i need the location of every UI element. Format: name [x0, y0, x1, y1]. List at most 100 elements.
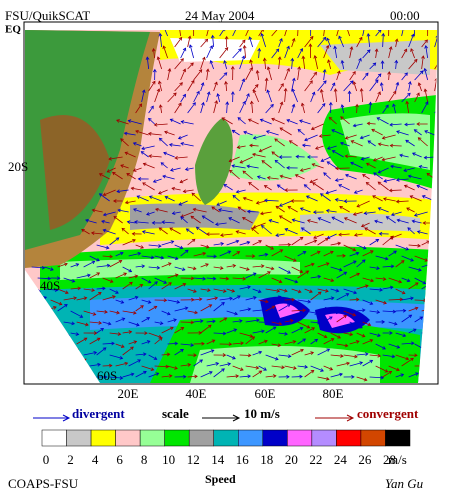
wind-arrow-head [170, 326, 174, 331]
wind-arrow [165, 196, 175, 202]
wind-arrow-head [262, 57, 267, 62]
wind-arrow [297, 30, 299, 37]
wind-arrow [226, 240, 239, 246]
wind-arrow [99, 173, 110, 180]
wind-arrow [434, 261, 437, 268]
wind-arrow [345, 174, 357, 180]
wind-arrow [109, 354, 123, 359]
wind-arrow [341, 104, 345, 114]
wind-arrow-head [419, 316, 424, 320]
wind-arrow [231, 165, 246, 169]
wind-arrow [113, 216, 123, 224]
wind-arrow-head [306, 219, 311, 223]
wind-arrow-head [314, 338, 319, 343]
wind-arrow-head [443, 327, 446, 330]
wind-arrow-head [331, 150, 336, 154]
wind-arrow [219, 72, 228, 81]
wind-arrow-head [339, 205, 343, 210]
wind-arrow [232, 277, 246, 280]
wind-arrow-head [196, 90, 200, 95]
wind-arrow [382, 235, 394, 246]
wind-arrow [267, 89, 273, 103]
wind-arrow-head [356, 203, 361, 208]
wind-arrow-head [352, 81, 357, 85]
wind-arrow-head [388, 188, 393, 193]
wind-arrow [161, 241, 174, 246]
wind-arrow-head [69, 367, 74, 371]
wind-arrow-head [410, 296, 414, 301]
wind-arrow-head [163, 298, 168, 303]
wind-arrow [362, 360, 373, 367]
wind-arrow-head [147, 300, 152, 304]
wind-arrow [297, 270, 309, 279]
wind-arrow-head [435, 34, 437, 39]
wind-arrow [297, 48, 303, 59]
wind-arrow-head [225, 276, 230, 281]
wind-arrow-head [263, 198, 268, 203]
wind-arrow-head [249, 67, 253, 71]
wind-arrow-head [424, 130, 428, 134]
wind-arrow-head [118, 259, 123, 264]
wind-arrow-head [38, 370, 43, 375]
wind-arrow [154, 123, 168, 126]
wind-arrow-head [187, 363, 192, 367]
wind-arrow [148, 266, 160, 269]
wind-arrow [141, 277, 151, 284]
wind-arrow-head [312, 182, 316, 186]
wind-arrow [232, 320, 243, 323]
wind-arrow [258, 48, 260, 59]
wind-arrow-head [279, 249, 284, 253]
wind-arrow-head [326, 348, 331, 352]
wind-arrow [366, 182, 376, 191]
wind-arrow [44, 371, 54, 378]
wind-arrow [320, 89, 325, 103]
wind-arrow-head [339, 141, 344, 146]
wind-arrow [304, 263, 315, 268]
wind-arrow-head [338, 267, 343, 272]
wind-arrow-head [191, 79, 195, 84]
wind-arrow-head [431, 330, 435, 335]
wind-arrow [434, 58, 437, 70]
wind-arrow [317, 288, 329, 292]
wind-arrow-head [419, 70, 424, 75]
wind-arrow-head [416, 92, 420, 97]
wind-arrow [154, 255, 164, 259]
wind-arrow-head [305, 270, 310, 274]
wind-arrow-head [366, 49, 371, 53]
wind-arrow-head [396, 218, 401, 223]
wind-arrow-head [79, 314, 84, 318]
wind-arrow [112, 172, 123, 180]
wind-arrow [414, 70, 424, 81]
wind-arrow [252, 288, 262, 293]
wind-arrow [50, 321, 60, 326]
colorbar-label: 8 [141, 452, 148, 467]
wind-arrow [249, 144, 259, 147]
wind-arrow [320, 193, 331, 202]
wind-arrow [378, 207, 389, 213]
wind-arrow-head [426, 172, 431, 177]
wind-arrow [302, 144, 311, 147]
wind-arrow-head [179, 82, 183, 86]
wind-arrow-head [152, 179, 157, 183]
wind-arrow [331, 129, 344, 136]
wind-arrow-head [257, 47, 262, 52]
wind-arrow [356, 259, 366, 268]
colorbar-swatch [139, 429, 165, 447]
wind-arrow-head [323, 334, 328, 339]
wind-arrow-head [210, 349, 215, 353]
wind-arrow [141, 340, 150, 345]
wind-arrow-head [198, 297, 203, 302]
wind-arrow-head [297, 66, 301, 70]
wind-arrow [193, 320, 203, 323]
wind-arrow-head [247, 353, 252, 358]
wind-arrow-head [117, 332, 122, 336]
wind-arrow-head [325, 208, 330, 213]
wind-arrow-head [278, 215, 283, 219]
wind-arrow-head [424, 45, 428, 49]
wind-arrow-head [171, 186, 176, 191]
wind-arrow [232, 48, 242, 59]
wind-arrow-head [323, 80, 327, 84]
wind-arrow-head [302, 251, 307, 255]
wind-arrow-head [309, 289, 313, 293]
wind-arrow [187, 102, 196, 114]
